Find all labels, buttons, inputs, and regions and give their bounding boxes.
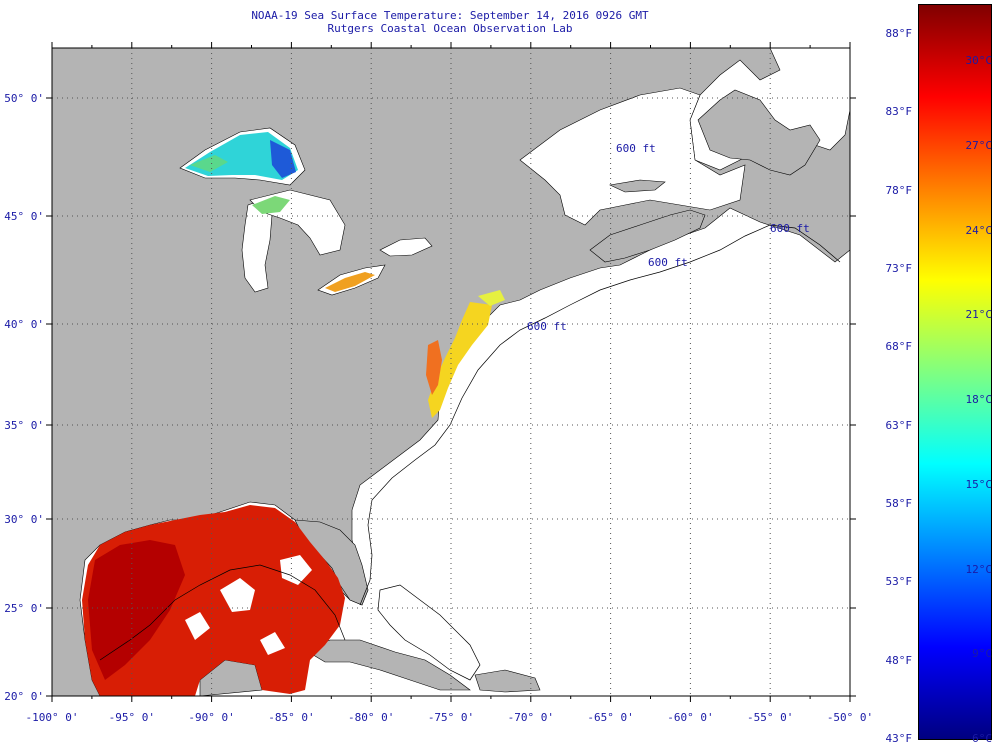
gulf-cloud-patch-1 — [220, 578, 255, 612]
fahrenheit-label: 78°F — [885, 183, 913, 197]
lon-label: -95° 0' — [109, 711, 155, 724]
gulf-shelf-contour — [99, 564, 346, 661]
contour-label-3: 600 ft — [527, 320, 567, 333]
lat-label: 35° 0' — [4, 419, 44, 432]
fahrenheit-label: 63°F — [885, 418, 913, 432]
celsius-label: 24°C — [965, 223, 993, 237]
lon-label: -80° 0' — [348, 711, 394, 724]
lon-label: -90° 0' — [188, 711, 234, 724]
lon-label: -50° 0' — [827, 711, 873, 724]
fahrenheit-label: 73°F — [885, 262, 913, 275]
sst-map: 600 ft 600 ft 600 ft 600 ft -100° 0' -95°… — [4, 42, 874, 724]
axis-ticks — [46, 42, 856, 702]
hispaniola — [474, 669, 541, 693]
lon-label: -65° 0' — [587, 711, 633, 724]
fahrenheit-label: 48°F — [885, 653, 913, 667]
celsius-label: 15°C — [965, 477, 993, 491]
lon-label: -85° 0' — [268, 711, 314, 724]
gulf-cloud-patch-3 — [185, 612, 210, 640]
gulf-dark-core — [88, 540, 185, 680]
gulf-cloud-patch-4 — [260, 632, 285, 655]
celsius-label: 12°C — [965, 562, 993, 576]
contour-label-1: 600 ft — [616, 142, 656, 155]
lake-erie-sst — [325, 272, 375, 292]
fahrenheit-label: 43°F — [885, 732, 913, 745]
lon-label: -70° 0' — [508, 711, 554, 724]
latitude-labels: 50° 0' 45° 0' 40° 0' 35° 0' 30° 0' 25° 0' 20° … — [4, 92, 44, 703]
map-title: NOAA-19 Sea Surface Temperature: Septemb… — [251, 9, 649, 22]
lat-label: 30° 0' — [4, 513, 44, 526]
celsius-label: 6°C — [972, 732, 992, 745]
mid-atlantic-sst — [428, 302, 492, 418]
lon-label: -75° 0' — [428, 711, 474, 724]
contour-label-4: 600 ft — [770, 222, 810, 235]
color-scale-bar — [918, 4, 992, 740]
celsius-label: 30°C — [965, 54, 993, 67]
shelf-contour — [359, 224, 841, 606]
chesapeake-sst — [426, 340, 442, 395]
lon-label: -60° 0' — [667, 711, 713, 724]
lat-label: 20° 0' — [4, 690, 44, 703]
bahamas-contour — [377, 584, 481, 681]
celsius-label: 9°C — [972, 647, 992, 661]
anticosti-island — [608, 179, 666, 193]
lat-label: 40° 0' — [4, 318, 44, 331]
celsius-label: 18°C — [965, 393, 993, 406]
lake-superior-green-patch — [190, 155, 228, 172]
lat-label: 25° 0' — [4, 602, 44, 615]
fahrenheit-label: 88°F — [885, 27, 913, 40]
fahrenheit-label: 53°F — [885, 575, 913, 589]
gulf-st-lawrence — [519, 87, 746, 226]
graticule — [52, 48, 850, 696]
nova-scotia — [589, 209, 706, 263]
fahrenheit-label: 83°F — [885, 105, 913, 119]
lat-label: 45° 0' — [4, 210, 44, 223]
map-subtitle: Rutgers Coastal Ocean Observation Lab — [327, 22, 573, 35]
lake-huron-sst — [252, 196, 290, 214]
fahrenheit-label: 58°F — [885, 497, 913, 510]
fahrenheit-label: 68°F — [885, 340, 913, 354]
lake-ontario — [379, 237, 433, 257]
lon-label: -55° 0' — [747, 711, 793, 724]
lon-label: -100° 0' — [26, 711, 79, 724]
new-england-sst — [478, 290, 505, 306]
lat-label: 50° 0' — [4, 92, 44, 105]
longitude-labels: -100° 0' -95° 0' -90° 0' -85° 0' -80° 0' -75°… — [26, 711, 874, 724]
celsius-label: 21°C — [965, 308, 993, 322]
gulf-cloud-patch-2 — [280, 555, 312, 585]
lake-superior-cold-patch — [270, 140, 296, 178]
celsius-label: 27°C — [965, 138, 993, 152]
cuba — [304, 639, 471, 691]
newfoundland — [697, 89, 821, 176]
contour-label-2: 600 ft — [648, 256, 688, 269]
